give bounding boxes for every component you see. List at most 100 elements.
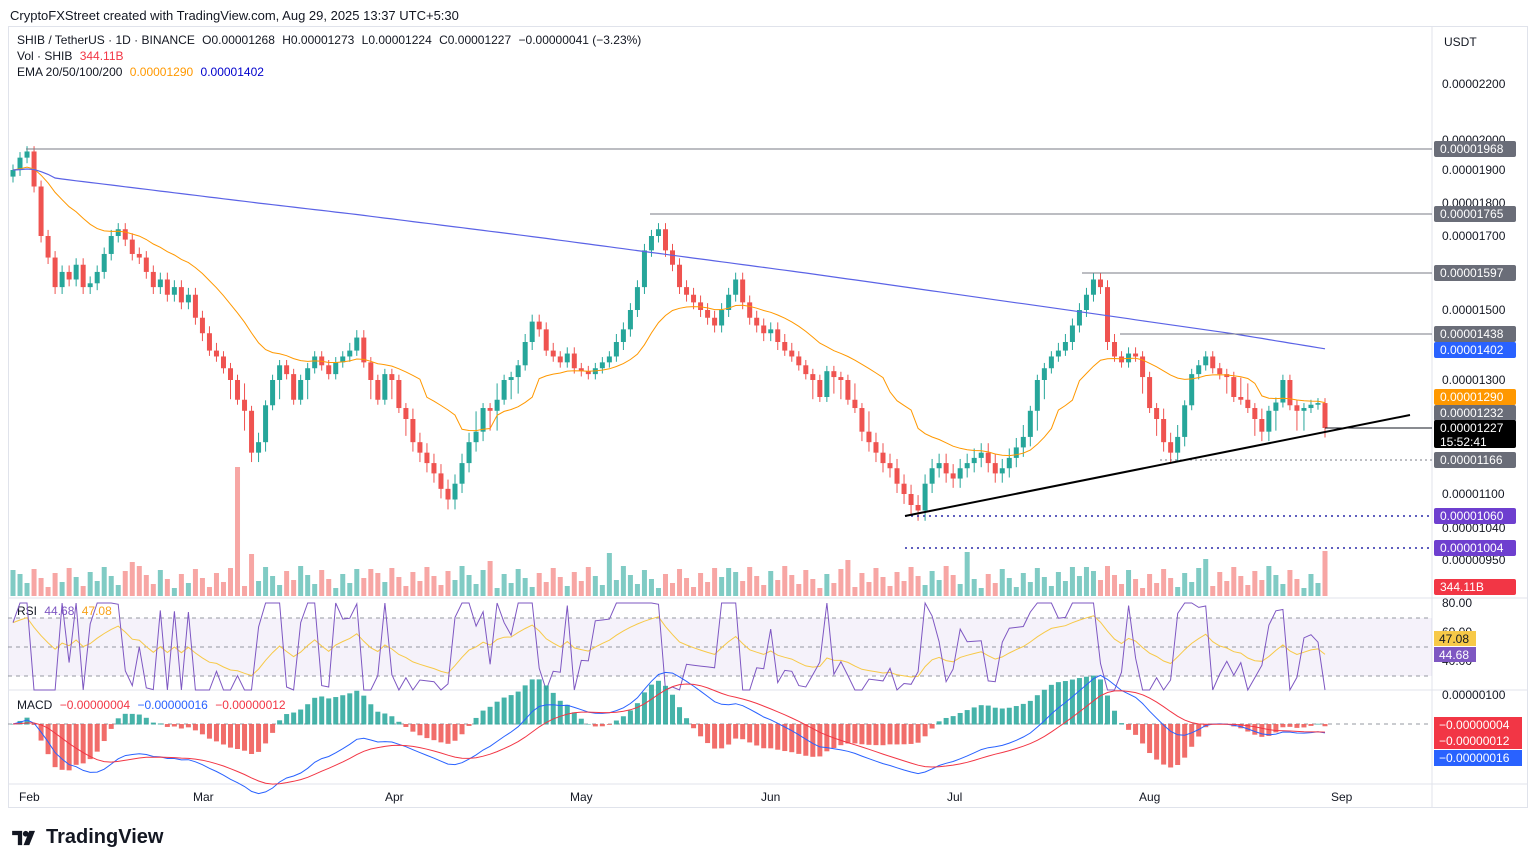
macd-histogram-bar [424, 724, 430, 739]
macd-histogram-bar [712, 724, 718, 749]
volume-bar [599, 585, 605, 596]
macd-histogram-bar [31, 724, 37, 725]
candle-body [508, 377, 514, 380]
macd-histogram-bar [936, 721, 942, 725]
macd-histogram-bar [1119, 723, 1125, 725]
tradingview-logo[interactable]: TradingView [10, 826, 163, 849]
volume-bar [466, 575, 472, 596]
candle-body [1245, 399, 1251, 409]
legend-close: C0.00001227 [439, 33, 512, 47]
candle-body [803, 365, 809, 375]
price-label-box [1434, 420, 1516, 448]
volume-bar [971, 579, 977, 596]
macd-histogram-bar [1280, 724, 1286, 728]
price-label-box [1434, 141, 1516, 157]
volume-bar [761, 585, 767, 596]
macd-histogram-bar [59, 724, 65, 770]
candle-body [80, 264, 86, 288]
macd-histogram-bar [242, 724, 248, 751]
volume-bar [1090, 571, 1096, 596]
macd-histogram-bar [80, 724, 86, 764]
macd-histogram-bar [522, 685, 528, 725]
macd-histogram-bar [1006, 707, 1012, 725]
volume-bar [978, 588, 984, 596]
macd-histogram-bar [747, 724, 753, 743]
macd-histogram-bar [789, 724, 795, 753]
candle-body [326, 365, 332, 375]
price-label-text: 344.11B [1440, 580, 1484, 594]
candle-body [698, 302, 704, 310]
candle-body [1154, 408, 1160, 419]
macd-histogram-bar [943, 717, 949, 725]
volume-bar [670, 583, 676, 596]
volume-bar [410, 572, 416, 596]
legend-rsi-label[interactable]: RSI [17, 604, 38, 618]
legend-macd-label[interactable]: MACD [17, 698, 53, 712]
price-tick-label: 0.00000950 [1442, 553, 1506, 567]
candle-body [417, 442, 423, 453]
ema200-line [12, 168, 1326, 350]
volume-bar [1273, 575, 1279, 596]
candle-body [1175, 436, 1181, 453]
candle-body [691, 294, 697, 303]
volume-bar [859, 573, 865, 596]
candle-body [1055, 350, 1061, 357]
legend-ema-label[interactable]: EMA 20/50/100/200 [17, 65, 123, 79]
volume-bar [726, 568, 732, 596]
macd-histogram-bar [859, 724, 865, 745]
volume-bar [943, 566, 949, 596]
macd-histogram-bar [52, 724, 58, 768]
volume-bar [319, 570, 325, 596]
macd-histogram-bar [487, 706, 493, 725]
volume-bar [578, 581, 584, 596]
macd-histogram-bar [220, 724, 226, 745]
candle-body [564, 353, 570, 363]
legend-vol-label[interactable]: Vol · SHIB [17, 49, 73, 63]
legend-symbol[interactable]: SHIB / TetherUS · 1D · BINANCE [17, 33, 195, 47]
volume-bar [915, 576, 921, 596]
legend-ohlc: SHIB / TetherUS · 1D · BINANCE O0.000012… [17, 33, 645, 47]
volume-bar [1083, 567, 1089, 596]
macd-histogram-bar [164, 724, 170, 727]
candle-body [782, 342, 788, 351]
candle-body [684, 287, 690, 295]
macd-histogram-bar [880, 724, 886, 746]
volume-bar [375, 573, 381, 596]
volume-bar [698, 573, 704, 596]
volume-bar [277, 585, 283, 596]
macd-histogram-bar [291, 712, 297, 725]
macd-histogram-bar [375, 711, 381, 725]
volume-bar [634, 584, 640, 596]
rsi-ma-label-text: 47.08 [1439, 632, 1469, 646]
macd-histogram-bar [136, 714, 142, 725]
volume-bar [747, 567, 753, 596]
legend-macd: MACD −0.00000004 −0.00000016 −0.00000012 [17, 698, 290, 712]
candle-body [157, 279, 163, 288]
macd-histogram-bar [684, 718, 690, 725]
price-label-box [1434, 540, 1516, 556]
volume-bar [648, 579, 654, 596]
volume-bar [80, 586, 86, 596]
candle-body [599, 362, 605, 369]
candle-body [389, 374, 395, 380]
candle-body [1041, 368, 1047, 380]
macd-histogram-bar [796, 724, 802, 754]
macd-histogram-bar [150, 722, 156, 725]
volume-bar [796, 584, 802, 596]
macd-histogram-bar [115, 718, 121, 725]
volume-bar [691, 587, 697, 596]
candle-body [347, 350, 353, 357]
candle-body [38, 186, 44, 236]
volume-bar [571, 572, 577, 596]
legend-high: H0.00001273 [282, 33, 355, 47]
candle-body [59, 271, 65, 288]
candle-body [199, 317, 205, 334]
candle-body [557, 356, 563, 363]
candle-body [136, 253, 142, 258]
countdown-label-text: 15:52:41 [1440, 435, 1487, 449]
macd-histogram-bar [235, 724, 241, 750]
price-label-text: 0.00001227 [1440, 421, 1504, 435]
macd-histogram-bar [627, 710, 633, 725]
volume-bar [66, 568, 72, 596]
